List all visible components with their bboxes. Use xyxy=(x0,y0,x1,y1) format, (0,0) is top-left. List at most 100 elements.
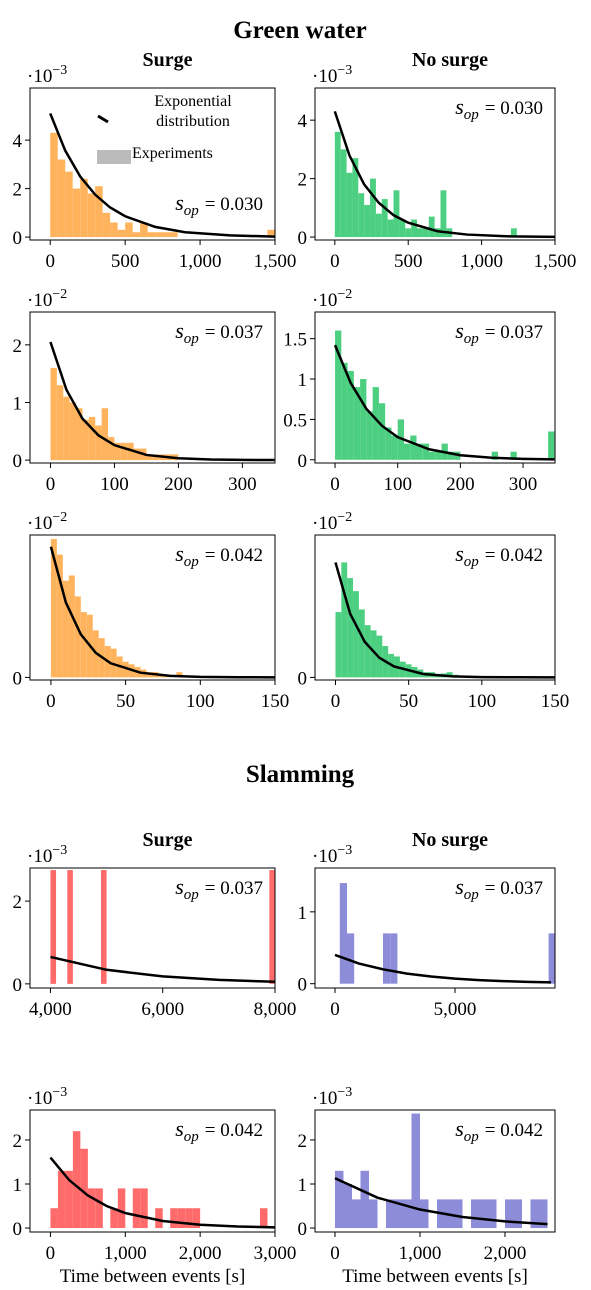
y-tick-label: 1 xyxy=(13,393,23,414)
bar xyxy=(56,385,64,461)
y-tick-label: 0 xyxy=(298,228,308,249)
plot-area xyxy=(50,870,275,984)
bar xyxy=(385,1199,395,1229)
bar xyxy=(434,228,441,238)
bar xyxy=(358,609,365,678)
annotation-text: = 0.030 xyxy=(485,98,543,119)
bar xyxy=(155,232,163,238)
bar xyxy=(446,672,453,678)
bar xyxy=(347,578,354,678)
axes-frame xyxy=(314,1109,556,1233)
bar xyxy=(80,178,88,238)
x-tick-label: 300 xyxy=(228,474,257,495)
bar xyxy=(360,379,367,460)
bar xyxy=(57,1170,66,1229)
axis-multiplier: ·10−2 xyxy=(312,510,352,534)
bar xyxy=(108,437,115,461)
x-tick-label: 500 xyxy=(394,251,423,272)
bar xyxy=(346,172,353,238)
annotation-text: = 0.037 xyxy=(205,878,263,899)
bar xyxy=(394,1199,403,1229)
annotation: sop = 0.042 xyxy=(455,1116,543,1145)
annotation-text: = 0.042 xyxy=(485,1120,543,1141)
bar xyxy=(419,1199,429,1229)
bar xyxy=(56,554,63,678)
annotation-subscript: op xyxy=(184,887,200,903)
panel: 0 50 100 150 0 ·10−2 sop = 0.042 xyxy=(13,510,290,712)
bar xyxy=(170,232,178,238)
annotation: sop = 0.037 xyxy=(455,318,543,347)
annotation-symbol: s xyxy=(175,190,184,215)
x-tick-label: 1,000 xyxy=(104,1243,147,1264)
bar xyxy=(140,222,148,238)
x-tick-label: 1,500 xyxy=(534,251,577,272)
bar xyxy=(63,396,70,461)
axis-multiplier: ·10−3 xyxy=(27,63,67,87)
plot-area xyxy=(49,341,275,462)
bar xyxy=(343,1183,352,1229)
y-tick-label: 1.5 xyxy=(283,330,307,351)
fit-curve xyxy=(333,344,555,461)
multiplier-exponent: −3 xyxy=(52,63,67,78)
axis-multiplier: ·10−3 xyxy=(27,843,67,867)
bar xyxy=(146,454,153,461)
bar xyxy=(162,232,171,238)
fit-curve xyxy=(334,953,552,984)
bar xyxy=(347,370,354,460)
x-tick-label: 0 xyxy=(330,251,340,272)
bar xyxy=(155,1208,163,1229)
multiplier-exponent: −2 xyxy=(52,287,67,302)
bar xyxy=(72,1131,81,1229)
annotation-symbol: s xyxy=(175,874,184,899)
multiplier-exponent: −3 xyxy=(52,1085,67,1100)
multiplier-base: ·10 xyxy=(312,846,337,867)
annotation-text: = 0.042 xyxy=(205,545,263,566)
multiplier-base: ·10 xyxy=(312,290,337,311)
axis-multiplier: ·10−2 xyxy=(312,287,352,311)
bar xyxy=(269,870,275,984)
bar xyxy=(117,229,126,238)
x-axis-label: Time between events [s] xyxy=(342,1266,528,1287)
plot-area xyxy=(333,330,555,461)
annotation-symbol: s xyxy=(455,94,464,119)
bar xyxy=(140,1188,148,1229)
axis-multiplier: ·10−3 xyxy=(312,63,352,87)
y-tick-label: 2 xyxy=(298,170,308,191)
bar xyxy=(417,228,423,238)
annotation: sop = 0.037 xyxy=(175,874,263,903)
panel: 0 5,000 0 1 ·10−3 No surge sop = 0.037 xyxy=(298,829,556,1020)
bar xyxy=(422,228,429,238)
bar xyxy=(375,213,382,238)
annotation: sop = 0.030 xyxy=(175,190,263,219)
x-tick-label: 100 xyxy=(468,691,497,712)
axis-multiplier: ·10−3 xyxy=(312,843,352,867)
panel: 4,000 6,000 8,000 0 2 ·10−3 Surge sop = 0.037 xyxy=(13,829,297,1020)
bar xyxy=(88,416,96,461)
bar xyxy=(87,1188,96,1229)
annotation-subscript: op xyxy=(464,554,480,570)
y-tick-label: 1 xyxy=(298,370,308,391)
bar xyxy=(100,870,107,984)
legend-swatch xyxy=(97,150,131,164)
bar xyxy=(50,870,57,984)
fit-curve xyxy=(49,341,275,462)
bar xyxy=(50,367,57,461)
y-tick-label: 2 xyxy=(13,336,23,357)
annotation-symbol: s xyxy=(455,541,464,566)
annotation: sop = 0.042 xyxy=(455,541,543,570)
annotation-symbol: s xyxy=(175,1116,184,1141)
annotation-text: = 0.042 xyxy=(205,1120,263,1141)
bar xyxy=(110,1208,118,1229)
multiplier-base: ·10 xyxy=(27,290,52,311)
annotation-subscript: op xyxy=(464,107,480,123)
bar xyxy=(335,330,342,460)
fit-curve xyxy=(49,112,275,238)
annotation: sop = 0.030 xyxy=(455,94,543,123)
bar xyxy=(57,159,66,238)
plot-area xyxy=(49,1131,275,1229)
y-tick-label: 0 xyxy=(298,451,308,472)
bar xyxy=(353,591,359,678)
plot-area xyxy=(49,538,275,679)
x-tick-label: 0 xyxy=(46,1243,56,1264)
fit-curve xyxy=(49,546,275,679)
